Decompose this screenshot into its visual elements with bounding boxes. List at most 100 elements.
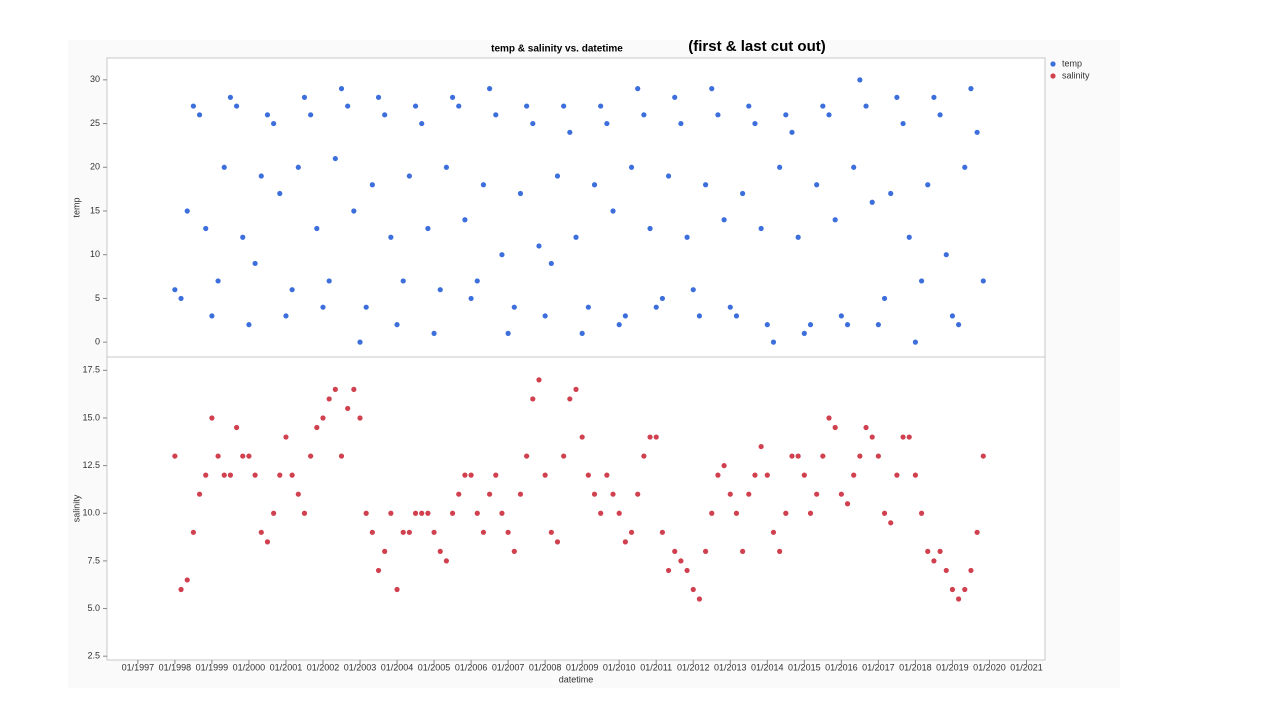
point (709, 510, 715, 516)
point (653, 304, 659, 310)
point (628, 529, 635, 535)
point (449, 94, 456, 100)
point (233, 424, 240, 431)
point (838, 313, 844, 319)
point (301, 94, 308, 100)
point (820, 103, 826, 109)
y-tick-label: 17.5 (82, 365, 100, 375)
point (906, 434, 912, 440)
point (190, 529, 196, 535)
point (733, 510, 740, 516)
point (178, 295, 184, 302)
point (258, 529, 264, 535)
point (598, 103, 604, 109)
point (814, 491, 820, 497)
point (382, 112, 388, 118)
point (949, 586, 956, 593)
point (881, 295, 888, 302)
y-tick-label: 0 (95, 337, 100, 347)
point (567, 396, 573, 402)
point (308, 453, 314, 459)
point (591, 491, 598, 497)
point (431, 330, 437, 336)
point (487, 491, 493, 497)
point (579, 330, 585, 336)
point (400, 529, 406, 535)
point (585, 304, 591, 310)
point (363, 304, 369, 310)
point (906, 234, 912, 240)
point (468, 472, 474, 478)
point (548, 260, 554, 267)
point (246, 322, 252, 328)
point (252, 260, 258, 267)
point (980, 278, 986, 284)
point (271, 120, 277, 127)
y-tick-label: 5.0 (87, 603, 100, 613)
point (338, 453, 345, 459)
y-tick-label: 12.5 (82, 460, 100, 470)
point (869, 434, 875, 440)
point (980, 453, 986, 459)
point (573, 234, 579, 240)
point (499, 510, 505, 516)
point (851, 164, 857, 170)
point (462, 217, 468, 223)
point (443, 164, 450, 170)
point (622, 313, 628, 319)
point (314, 424, 320, 431)
point (641, 453, 647, 459)
point (937, 112, 943, 118)
y-tick-label: 10.0 (82, 508, 100, 518)
x-tick-label: 01/2018 (899, 662, 932, 672)
point (826, 112, 832, 118)
point (517, 190, 524, 197)
point (709, 85, 715, 92)
point (900, 434, 906, 440)
point (462, 472, 468, 478)
point (227, 94, 234, 100)
point (844, 322, 851, 328)
point (332, 155, 338, 162)
x-tick-label: 01/2013 (714, 662, 747, 672)
point (542, 472, 548, 478)
point (474, 510, 480, 516)
point (665, 567, 672, 574)
point (554, 173, 561, 179)
point (894, 94, 900, 100)
point (715, 112, 721, 118)
y-tick-label: 30 (90, 74, 100, 84)
point (295, 164, 301, 170)
point (567, 129, 573, 135)
point (857, 77, 863, 83)
point (727, 491, 733, 497)
point (863, 103, 869, 109)
point (252, 472, 258, 478)
point (807, 322, 814, 328)
point (783, 510, 789, 516)
point (591, 182, 598, 188)
point (406, 529, 412, 535)
point (869, 199, 875, 205)
point (419, 120, 425, 127)
point (684, 234, 690, 240)
point (696, 313, 703, 319)
point (493, 472, 499, 478)
point (684, 567, 690, 574)
point (974, 129, 980, 135)
point (345, 405, 351, 412)
point (616, 322, 622, 328)
x-tick-label: 01/2012 (677, 662, 710, 672)
y-tick-label: 15 (90, 205, 100, 215)
point (665, 173, 672, 179)
point (672, 548, 678, 554)
point (184, 208, 190, 214)
y-tick-label: 20 (90, 162, 100, 172)
point (240, 453, 246, 459)
point (203, 225, 209, 232)
point (209, 415, 215, 421)
point (653, 434, 659, 440)
x-tick-label: 01/2002 (307, 662, 340, 672)
point (536, 377, 542, 383)
